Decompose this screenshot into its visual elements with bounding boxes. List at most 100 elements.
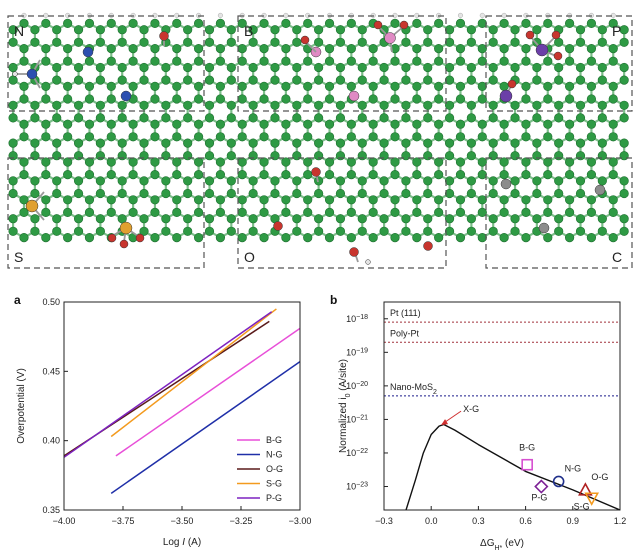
- carbon-atom: [401, 138, 411, 148]
- carbon-atom: [586, 233, 597, 243]
- carbon-atom: [161, 151, 171, 161]
- carbon-atom: [575, 75, 586, 85]
- carbon-atom: [303, 132, 313, 142]
- carbon-atom: [412, 157, 422, 167]
- carbon-atom: [117, 75, 127, 85]
- carbon-atom: [270, 113, 280, 123]
- carbon-atom: [84, 18, 95, 28]
- carbon-atom: [183, 151, 193, 161]
- carbon-atom: [368, 157, 378, 167]
- carbon-atom: [19, 195, 29, 205]
- y-tick-label: 0.45: [42, 366, 60, 376]
- carbon-atom: [63, 170, 73, 180]
- carbon-atom: [346, 170, 356, 180]
- carbon-atom: [455, 81, 466, 91]
- carbon-atom: [543, 207, 553, 217]
- carbon-atom: [401, 188, 411, 199]
- carbon-atom: [423, 113, 433, 123]
- carbon-atom: [19, 132, 29, 142]
- carbon-atom: [128, 157, 138, 167]
- carbon-atom: [270, 176, 280, 186]
- carbon-atom: [532, 214, 542, 224]
- carbon-atom: [423, 100, 433, 110]
- carbon-atom: [52, 62, 62, 73]
- carbon-atom: [608, 56, 618, 66]
- phosphorus-atom: [499, 89, 513, 103]
- carbon-atom: [466, 138, 476, 148]
- carbon-atom: [324, 170, 335, 180]
- carbon-atom: [412, 233, 422, 243]
- carbon-atom: [237, 43, 247, 54]
- carbon-atom: [73, 113, 84, 123]
- carbon-atom: [466, 151, 476, 161]
- carbon-atom: [412, 56, 422, 66]
- carbon-atom: [554, 226, 564, 236]
- carbon-atom: [314, 100, 324, 110]
- carbon-atom: [292, 25, 302, 35]
- carbon-atom: [379, 100, 389, 110]
- carbon-atom: [608, 132, 618, 142]
- carbon-atom: [412, 207, 422, 217]
- carbon-atom: [183, 113, 193, 123]
- carbon-atom: [466, 62, 476, 73]
- carbon-atom: [510, 25, 520, 35]
- carbon-atom: [139, 176, 149, 186]
- carbon-atom: [346, 18, 356, 28]
- carbon-atom: [106, 56, 116, 66]
- carbon-atom: [52, 100, 62, 110]
- panel-a-series-lines: [63, 308, 301, 494]
- carbon-atom: [226, 188, 236, 199]
- carbon-atom: [499, 170, 509, 180]
- carbon-atom: [423, 138, 433, 148]
- carbon-atom: [292, 151, 302, 161]
- carbon-atom: [357, 214, 367, 224]
- carbon-atom: [128, 81, 138, 91]
- dopant-bond: [305, 41, 317, 53]
- y-tick-label: 10−22: [346, 447, 368, 458]
- carbon-atom: [521, 157, 531, 167]
- carbon-atom: [314, 226, 324, 236]
- carbon-atom: [52, 25, 62, 35]
- carbon-atom: [586, 207, 597, 217]
- carbon-atom: [41, 94, 51, 104]
- carbon-atom: [346, 81, 356, 91]
- carbon-atom: [226, 113, 236, 123]
- carbon-atom: [412, 119, 422, 129]
- point-label-p-g: P-G: [531, 493, 547, 503]
- carbon-atom: [357, 25, 367, 35]
- carbon-atom: [575, 25, 586, 35]
- carbon-atom: [52, 151, 62, 161]
- carbon-atom: [597, 25, 607, 35]
- carbon-atom: [128, 56, 138, 66]
- carbon-atom: [128, 170, 138, 180]
- carbon-atom: [314, 62, 324, 73]
- hydrogen-atom: [283, 12, 289, 18]
- carbon-atom: [532, 138, 542, 148]
- carbon-atom: [564, 157, 575, 167]
- carbon-atom: [619, 188, 629, 199]
- carbon-atom: [303, 18, 313, 28]
- carbon-atom: [259, 157, 269, 167]
- carbon-atom: [597, 37, 607, 47]
- chlorine-atom: [594, 184, 606, 196]
- carbon-atom: [95, 226, 105, 236]
- carbon-atom: [30, 25, 40, 35]
- carbon-atom: [477, 43, 487, 54]
- carbon-atom: [455, 207, 466, 217]
- carbon-atom: [248, 188, 258, 199]
- carbon-atom: [139, 226, 149, 236]
- carbon-atom: [139, 138, 149, 148]
- panel-a-x-axis-label: Log I (A): [163, 537, 201, 548]
- carbon-atom: [237, 56, 247, 66]
- y-tick-label: 0.40: [42, 436, 60, 446]
- carbon-atom: [106, 170, 116, 180]
- carbon-atom: [259, 56, 269, 66]
- carbon-atom: [379, 138, 389, 148]
- carbon-atom: [95, 25, 105, 35]
- carbon-atom: [281, 94, 291, 104]
- carbon-atom: [183, 138, 193, 148]
- carbon-atom: [335, 100, 346, 110]
- x-tick-label: −3.25: [230, 516, 253, 526]
- carbon-atom: [564, 233, 575, 243]
- oxygen-atom: [273, 221, 283, 231]
